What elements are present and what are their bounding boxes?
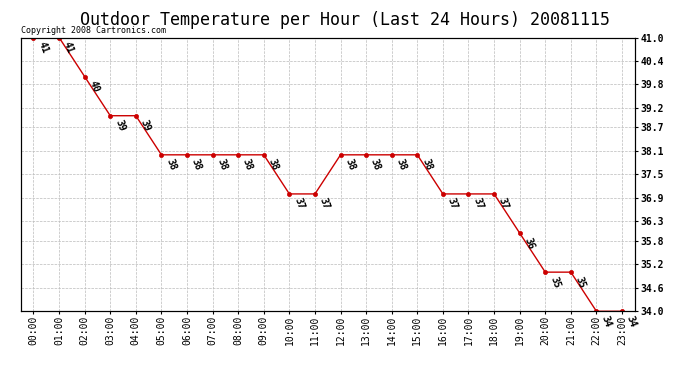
Text: 38: 38: [266, 158, 280, 172]
Text: 34: 34: [624, 314, 638, 328]
Text: 37: 37: [497, 197, 511, 211]
Text: 39: 39: [139, 118, 152, 133]
Text: 38: 38: [369, 158, 382, 172]
Text: 39: 39: [113, 118, 126, 133]
Text: 38: 38: [420, 158, 433, 172]
Text: 36: 36: [522, 236, 536, 250]
Text: 38: 38: [164, 158, 177, 172]
Text: 37: 37: [446, 197, 459, 211]
Text: Copyright 2008 Cartronics.com: Copyright 2008 Cartronics.com: [21, 26, 166, 35]
Text: 38: 38: [190, 158, 204, 172]
Text: 41: 41: [37, 40, 50, 55]
Text: 38: 38: [215, 158, 229, 172]
Text: 35: 35: [573, 275, 587, 290]
Text: 40: 40: [88, 80, 101, 94]
Text: 37: 37: [317, 197, 331, 211]
Text: 38: 38: [395, 158, 408, 172]
Text: 38: 38: [241, 158, 255, 172]
Text: 38: 38: [344, 158, 357, 172]
Text: Outdoor Temperature per Hour (Last 24 Hours) 20081115: Outdoor Temperature per Hour (Last 24 Ho…: [80, 11, 610, 29]
Text: 34: 34: [599, 314, 613, 328]
Text: 37: 37: [471, 197, 484, 211]
Text: 37: 37: [292, 197, 306, 211]
Text: 35: 35: [548, 275, 562, 290]
Text: 41: 41: [62, 40, 75, 55]
